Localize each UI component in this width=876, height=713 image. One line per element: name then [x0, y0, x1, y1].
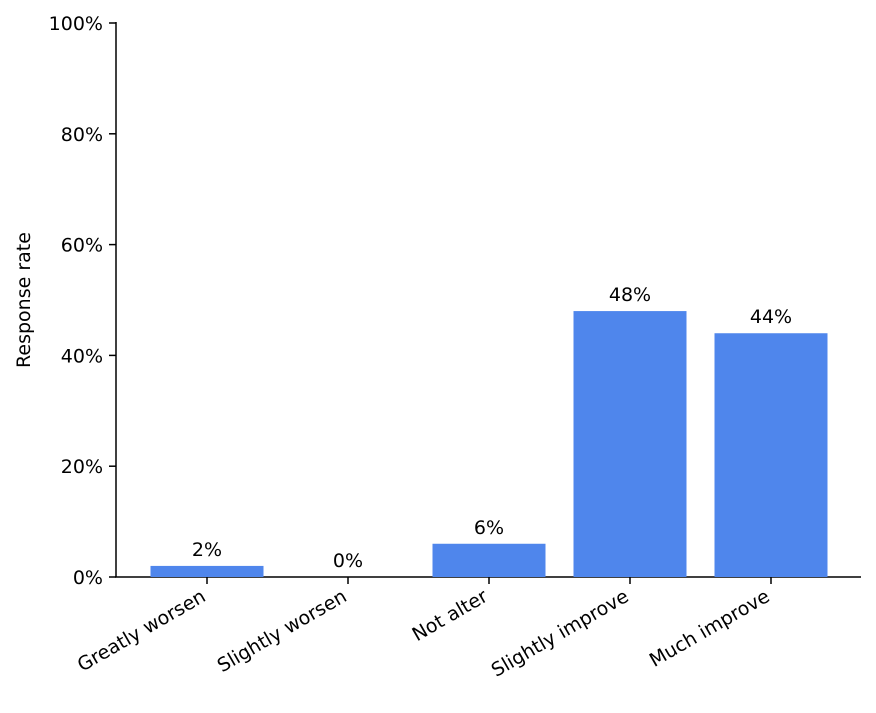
y-axis-label: Response rate — [13, 232, 35, 368]
y-tick-label: 100% — [49, 13, 103, 35]
x-tick-label: Much improve — [646, 585, 774, 671]
value-label: 6% — [474, 517, 504, 539]
x-tick-label: Greatly worsen — [74, 585, 210, 676]
value-label: 44% — [750, 306, 792, 328]
y-tick-label: 40% — [61, 345, 103, 367]
y-tick-label: 0% — [73, 567, 103, 589]
x-tick-label: Not alter — [408, 585, 491, 646]
value-label: 2% — [192, 539, 222, 561]
bar — [432, 543, 546, 577]
bar — [573, 311, 687, 577]
x-tick-label: Slightly worsen — [214, 585, 351, 677]
bar — [714, 333, 828, 577]
value-label: 0% — [333, 550, 363, 572]
x-tick-label: Slightly improve — [488, 585, 633, 681]
bar — [150, 565, 264, 577]
y-tick-label: 80% — [61, 124, 103, 146]
value-label: 48% — [609, 284, 651, 306]
y-tick-label: 20% — [61, 456, 103, 478]
y-tick-label: 60% — [61, 235, 103, 257]
